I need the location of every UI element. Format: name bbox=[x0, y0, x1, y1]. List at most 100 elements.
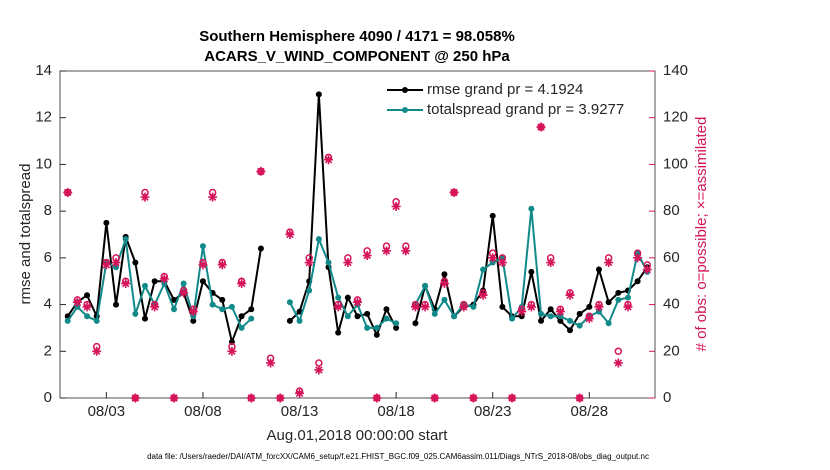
assimilated-marker bbox=[488, 253, 498, 263]
assimilated-marker bbox=[324, 155, 334, 165]
y-axis-label: rmse and totalspread bbox=[17, 164, 34, 305]
data-point bbox=[142, 315, 148, 322]
data-point bbox=[605, 299, 612, 306]
data-point bbox=[315, 91, 322, 98]
y-tick-label: 6 bbox=[44, 249, 52, 266]
assimilated-marker bbox=[507, 393, 517, 403]
y2-tick-label: 80 bbox=[663, 202, 680, 219]
data-point bbox=[373, 331, 380, 338]
assimilated-marker bbox=[353, 297, 362, 307]
data-point bbox=[489, 259, 496, 266]
data-point bbox=[576, 310, 583, 317]
data-point bbox=[142, 282, 148, 289]
data-point bbox=[190, 317, 197, 324]
data-point bbox=[354, 313, 361, 320]
series-line bbox=[289, 94, 398, 338]
legend-marker bbox=[402, 87, 408, 93]
assimilated-marker bbox=[188, 307, 198, 317]
data-point bbox=[257, 245, 264, 252]
data-point bbox=[383, 306, 390, 313]
legend-marker bbox=[402, 107, 408, 113]
data-point bbox=[113, 301, 120, 308]
footnote: data file: /Users/raeder/DAI/ATM_forcXX/… bbox=[147, 452, 649, 461]
data-point bbox=[84, 313, 91, 320]
assimilated-marker bbox=[439, 279, 449, 289]
data-point bbox=[576, 322, 583, 329]
data-point bbox=[132, 310, 139, 317]
data-point bbox=[595, 266, 602, 273]
assimilated-marker bbox=[546, 258, 556, 268]
assimilated-marker bbox=[150, 302, 160, 312]
assimilated-marker bbox=[256, 166, 266, 176]
data-point bbox=[209, 301, 216, 308]
assimilated-marker bbox=[275, 393, 285, 403]
y-tick-label: 4 bbox=[44, 296, 52, 313]
assimilated-marker bbox=[381, 246, 391, 256]
y2-tick-label: 100 bbox=[663, 155, 688, 172]
assimilated-marker bbox=[208, 192, 218, 202]
assimilated-marker bbox=[517, 307, 527, 317]
data-point bbox=[528, 205, 535, 212]
possible-marker bbox=[614, 347, 623, 356]
data-point bbox=[364, 324, 371, 331]
assimilated-marker bbox=[179, 288, 189, 298]
y2-tick-label: 20 bbox=[663, 342, 680, 359]
assimilated-marker bbox=[410, 302, 420, 312]
assimilated-marker bbox=[623, 302, 633, 312]
x-tick-label: 08/03 bbox=[88, 403, 126, 420]
data-point bbox=[170, 296, 177, 303]
assimilated-marker bbox=[372, 393, 382, 403]
data-point bbox=[422, 282, 429, 289]
data-point bbox=[499, 254, 506, 261]
assimilated-marker bbox=[121, 279, 131, 289]
data-point bbox=[567, 317, 573, 324]
assimilated-marker bbox=[82, 302, 92, 312]
data-point bbox=[586, 303, 593, 310]
y2-tick-label: 0 bbox=[663, 389, 671, 406]
assimilated-marker bbox=[449, 187, 459, 197]
assimilated-marker bbox=[217, 260, 227, 270]
data-point bbox=[84, 292, 91, 299]
y-tick-label: 2 bbox=[44, 342, 52, 359]
data-point bbox=[538, 310, 545, 317]
assimilated-marker bbox=[594, 302, 604, 312]
data-point bbox=[170, 306, 177, 313]
assimilated-marker bbox=[555, 307, 565, 317]
assimilated-marker bbox=[642, 265, 652, 275]
data-point bbox=[441, 271, 448, 278]
x-axis-label: Aug.01,2018 00:00:00 start bbox=[267, 427, 449, 444]
assimilated-marker bbox=[633, 253, 643, 263]
assimilated-marker bbox=[391, 201, 401, 211]
legend-label: rmse grand pr = 4.1924 bbox=[427, 81, 583, 98]
data-point bbox=[344, 313, 351, 320]
assimilated-marker bbox=[63, 187, 73, 197]
data-point bbox=[132, 259, 139, 266]
data-point bbox=[634, 250, 641, 257]
data-point bbox=[480, 266, 487, 273]
data-point bbox=[286, 317, 293, 324]
assimilated-marker bbox=[130, 393, 140, 403]
plot-frame bbox=[59, 70, 656, 399]
data-point bbox=[595, 308, 602, 315]
data-point bbox=[122, 236, 129, 243]
assimilated-marker bbox=[295, 388, 305, 398]
x-tick-label: 08/28 bbox=[571, 403, 609, 420]
data-point bbox=[296, 317, 303, 324]
data-point bbox=[364, 310, 371, 317]
y2-axis-label: # of obs: o=possible; ×=assimilated bbox=[693, 117, 710, 352]
data-point bbox=[605, 320, 612, 327]
y2-tick-label: 120 bbox=[663, 109, 688, 126]
data-point bbox=[190, 313, 197, 320]
data-point bbox=[489, 212, 496, 219]
data-point bbox=[286, 299, 293, 306]
assimilated-marker bbox=[468, 393, 478, 403]
assimilated-marker bbox=[266, 358, 276, 368]
data-point bbox=[248, 306, 255, 313]
data-point bbox=[151, 278, 158, 285]
data-point bbox=[509, 315, 516, 322]
assimilated-marker bbox=[343, 258, 353, 268]
assimilated-marker bbox=[575, 393, 585, 403]
data-point bbox=[634, 278, 641, 285]
x-tick-label: 08/23 bbox=[474, 403, 512, 420]
data-point bbox=[219, 296, 226, 303]
